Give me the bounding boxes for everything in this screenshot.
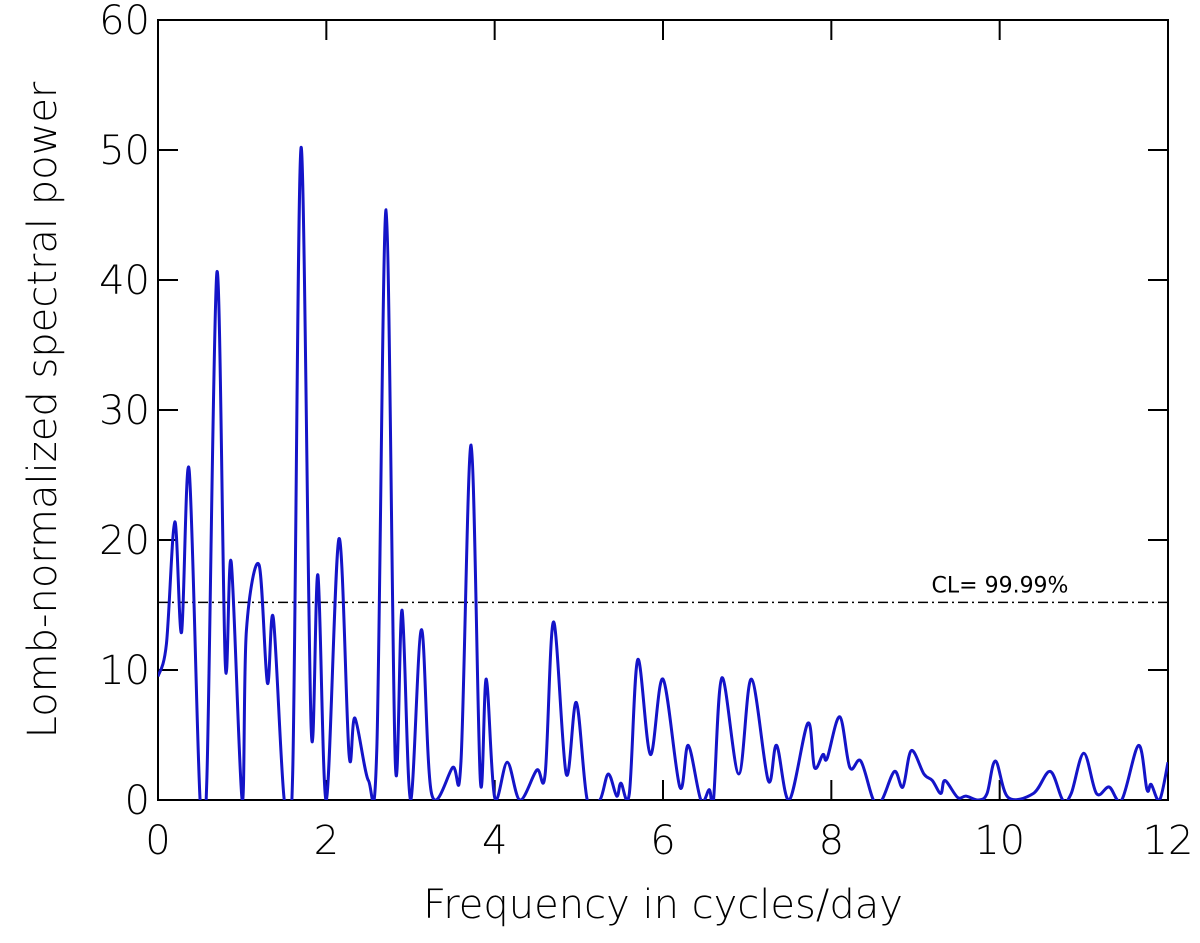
- y-tick-label: 0: [125, 778, 150, 824]
- spectrum-line: [158, 145, 1168, 800]
- y-axis-label: Lomb-normalized spectral power: [20, 81, 66, 738]
- x-tick-label: 6: [650, 818, 675, 864]
- x-tick-label: 12: [1143, 818, 1194, 864]
- y-tick-label: 10: [99, 648, 150, 694]
- x-axis-label: Frequency in cycles/day: [423, 882, 903, 928]
- x-tick-label: 10: [974, 818, 1025, 864]
- y-tick-label: 30: [99, 388, 150, 434]
- threshold-label: CL= 99.99%: [932, 573, 1069, 598]
- y-tick-label: 40: [99, 258, 150, 304]
- x-tick-label: 2: [314, 818, 339, 864]
- x-tick-label: 4: [482, 818, 507, 864]
- y-tick-label: 20: [99, 518, 150, 564]
- y-tick-label: 50: [99, 128, 150, 174]
- x-tick-label: 8: [819, 818, 844, 864]
- x-tick-label: 0: [145, 818, 170, 864]
- y-tick-label: 60: [99, 0, 150, 44]
